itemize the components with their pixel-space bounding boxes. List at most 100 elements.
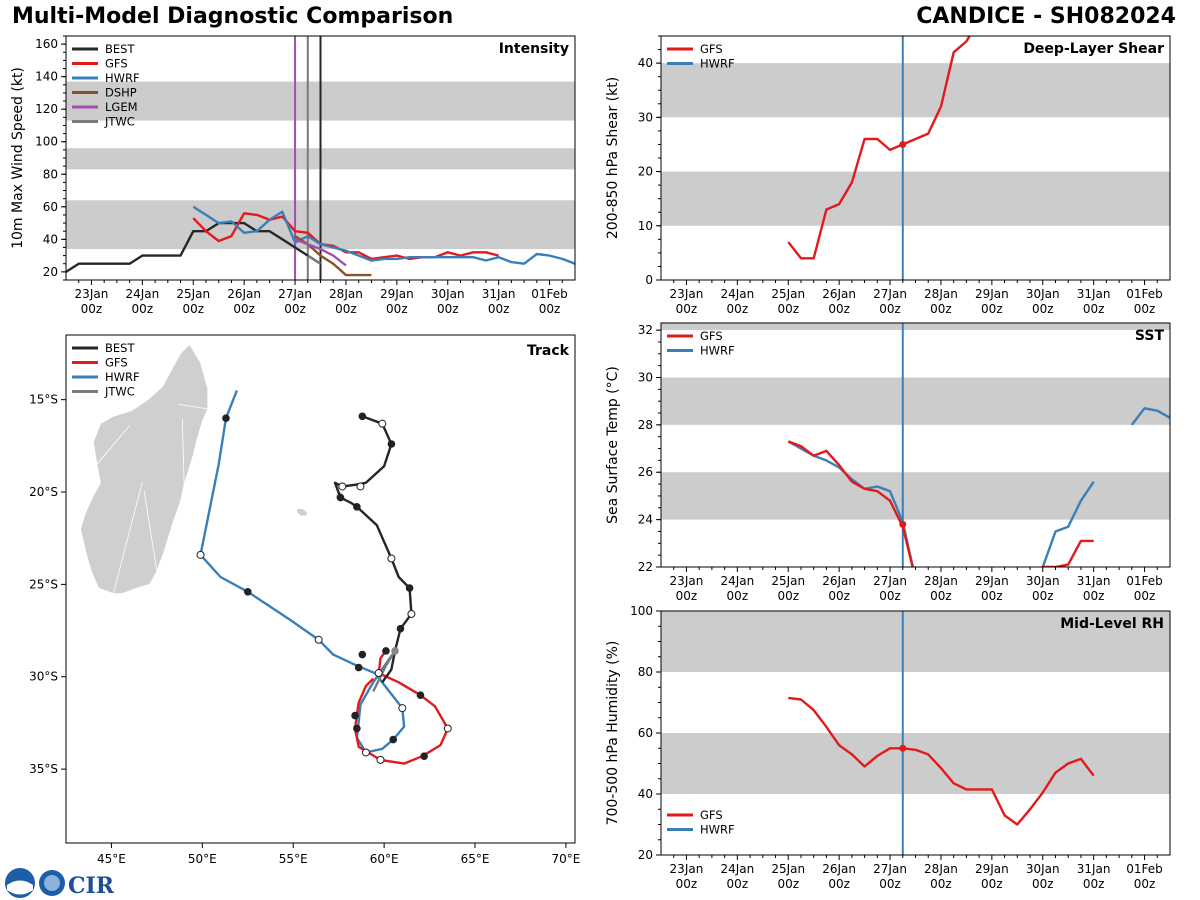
track-point-jtwc — [391, 647, 399, 655]
legend-label-jtwc: JTWC — [104, 115, 135, 129]
panel-title: Deep-Layer Shear — [1023, 41, 1164, 57]
y-axis-label: 10m Max Wind Speed (kt) — [10, 67, 26, 249]
x-tick-day-label: 26Jan — [822, 862, 856, 876]
x-tick-day-label: 28Jan — [924, 287, 958, 301]
y-tick-label: 20 — [638, 848, 653, 862]
track-point-00z — [358, 412, 367, 421]
track-point-12z — [387, 554, 396, 563]
track-point-12z — [398, 704, 407, 713]
latitude-label: 25°S — [29, 577, 58, 591]
track-point-00z — [358, 650, 367, 659]
x-tick-hour-label: 00z — [777, 877, 799, 891]
x-tick-day-label: 23Jan — [670, 287, 704, 301]
landmass-madagascar — [80, 343, 209, 594]
track-point-12z — [196, 550, 205, 559]
legend-label-hwrf: HWRF — [700, 344, 735, 358]
x-tick-day-label: 24Jan — [720, 287, 754, 301]
track-point-12z — [356, 482, 365, 491]
x-tick-hour-label: 00z — [930, 877, 952, 891]
longitude-label: 60°E — [370, 852, 399, 866]
panel-title: Mid-Level RH — [1060, 616, 1164, 632]
panel-title: SST — [1135, 328, 1165, 344]
track-line-jtwc — [372, 650, 397, 693]
x-tick-day-label: 25Jan — [771, 862, 805, 876]
x-tick-hour-label: 00z — [1083, 877, 1105, 891]
current-value-marker — [899, 744, 907, 752]
latitude-label: 30°S — [29, 670, 58, 684]
cira-logo-text: CIRA — [68, 873, 114, 899]
track-point-12z — [376, 755, 385, 764]
x-tick-hour-label: 00z — [676, 302, 698, 316]
track-point-00z — [222, 414, 230, 422]
legend-label-gfs: GFS — [700, 808, 723, 822]
x-tick-hour-label: 00z — [879, 877, 901, 891]
chart-intensity: 2040608010012014016023Jan00z24Jan00z25Ja… — [10, 35, 576, 316]
y-tick-label: 140 — [35, 70, 58, 84]
longitude-label: 50°E — [188, 852, 217, 866]
y-tick-label: 40 — [43, 232, 58, 246]
threshold-band — [661, 377, 1170, 425]
x-tick-hour-label: 00z — [727, 302, 749, 316]
y-axis-label: Sea Surface Temp (°C) — [605, 366, 621, 524]
series-line-jtwc — [307, 254, 322, 265]
legend-label-gfs: GFS — [700, 42, 723, 56]
x-tick-day-label: 26Jan — [822, 287, 856, 301]
x-tick-day-label: 30Jan — [1026, 287, 1060, 301]
latitude-label: 20°S — [29, 485, 58, 499]
y-tick-label: 32 — [638, 323, 653, 337]
district-border — [112, 481, 143, 594]
x-tick-day-label: 24Jan — [720, 862, 754, 876]
plot-area — [661, 36, 1170, 280]
x-tick-hour-label: 00z — [182, 302, 204, 316]
y-tick-label: 60 — [43, 200, 58, 214]
x-tick-day-label: 27Jan — [873, 287, 907, 301]
track-point-00z — [420, 752, 428, 760]
x-tick-hour-label: 00z — [1134, 589, 1156, 603]
x-tick-hour-label: 00z — [233, 302, 255, 316]
y-tick-label: 20 — [638, 165, 653, 179]
x-tick-day-label: 28Jan — [329, 287, 363, 301]
x-tick-day-label: 23Jan — [670, 862, 704, 876]
x-tick-day-label: 29Jan — [975, 287, 1009, 301]
track-point-00z — [416, 691, 425, 700]
x-tick-day-label: 28Jan — [924, 862, 958, 876]
track-point-00z — [243, 587, 252, 596]
x-tick-day-label: 01Feb — [1126, 287, 1163, 301]
y-axis-label: 200-850 hPa Shear (kt) — [605, 77, 621, 239]
x-tick-day-label: 24Jan — [125, 287, 159, 301]
panel-title: Track — [527, 343, 570, 359]
legend-label-hwrf: HWRF — [700, 57, 735, 71]
district-border — [96, 425, 130, 465]
track-point-12z — [314, 635, 323, 644]
series-line-hwrf — [1130, 407, 1170, 426]
x-tick-day-label: 30Jan — [1026, 862, 1060, 876]
current-value-marker — [899, 140, 907, 148]
track-point-00z — [387, 440, 396, 448]
x-tick-hour-label: 00z — [1083, 302, 1105, 316]
legend-label-hwrf: HWRF — [105, 71, 140, 85]
x-tick-day-label: 26Jan — [822, 574, 856, 588]
x-tick-day-label: 01Feb — [1126, 574, 1163, 588]
x-tick-hour-label: 00z — [1032, 302, 1054, 316]
x-tick-day-label: 23Jan — [75, 287, 109, 301]
x-tick-day-label: 29Jan — [975, 862, 1009, 876]
threshold-band — [661, 733, 1170, 794]
legend-label-lgem: LGEM — [105, 100, 138, 114]
x-tick-hour-label: 00z — [676, 589, 698, 603]
y-tick-label: 40 — [638, 787, 653, 801]
y-tick-label: 60 — [638, 726, 653, 740]
threshold-band — [661, 171, 1170, 226]
y-tick-label: 80 — [43, 167, 58, 181]
x-tick-day-label: 30Jan — [431, 287, 465, 301]
x-tick-hour-label: 00z — [386, 302, 408, 316]
track-point-12z — [374, 669, 383, 678]
latitude-label: 35°S — [29, 762, 58, 776]
chart-track: 45°E 50°E 55°E 60°E 65°E 70°E 15°S 20°S 25°S 30°S… — [29, 334, 580, 866]
chart-shear: 01020304023Jan00z24Jan00z25Jan00z26Jan00… — [605, 35, 1171, 316]
longitude-label: 70°E — [551, 852, 580, 866]
threshold-band — [661, 63, 1170, 118]
track-point-00z — [389, 735, 398, 744]
